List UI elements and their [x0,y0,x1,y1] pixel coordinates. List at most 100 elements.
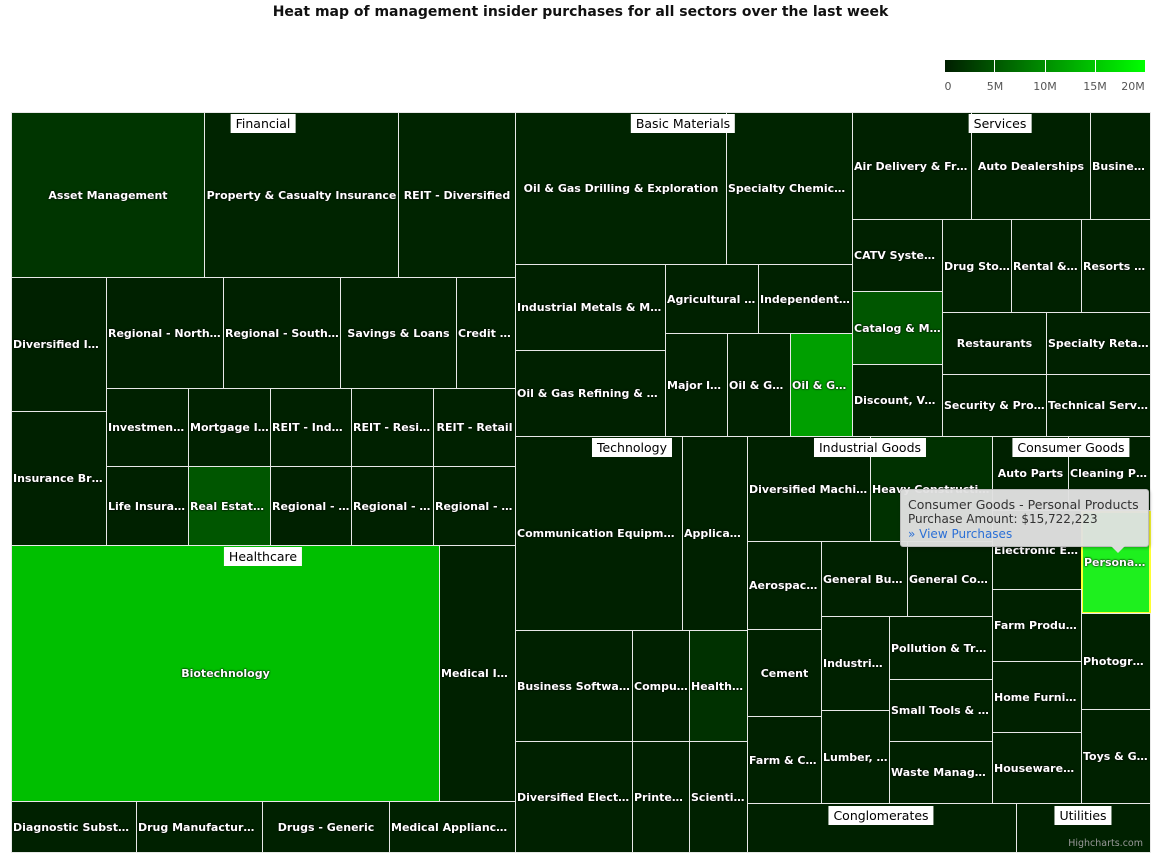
cell-label: Air Delivery & Frei... [854,159,971,173]
treemap-cell[interactable]: Drug Manufacturers... [136,801,263,853]
treemap-cell[interactable]: Mortgage In... [188,388,271,467]
treemap-cell[interactable]: Printed ... [632,741,690,853]
treemap-cell[interactable]: Oil & Gas Drilling & Exploration [515,112,727,265]
treemap-cell[interactable]: Savings & Loans [340,277,457,389]
highcharts-credit[interactable]: Highcharts.com [1068,838,1143,849]
cell-label: Oil & Ga... [792,378,852,392]
treemap-cell[interactable]: Comput... [632,630,690,742]
treemap-cell[interactable]: Industrial... [821,616,890,711]
treemap-cell[interactable]: Asset Management [11,112,205,278]
legend-segment [1045,60,1096,72]
treemap-cell[interactable]: Pollution & Trea... [889,616,993,680]
treemap-cell[interactable]: Catalog & Mai... [852,291,943,365]
treemap-cell[interactable]: Discount, Var... [852,364,943,437]
cell-label: REIT - Indu... [272,421,351,434]
treemap-cell[interactable]: Business Software... [515,630,633,742]
treemap-cell[interactable]: Oil & Gas Refining & Ma... [515,350,666,437]
treemap-cell[interactable]: Diversified Electro... [515,741,633,853]
treemap-cell[interactable]: Busines... [1090,112,1151,220]
treemap-cell[interactable]: Home Furnis... [992,661,1082,733]
cell-label: Printed ... [634,790,689,804]
legend-tick-label: 20M [1121,80,1145,93]
treemap-cell[interactable]: CATV Systems [852,219,943,292]
treemap-cell[interactable]: Life Insuran... [106,466,189,546]
treemap-cell[interactable]: Technical Servic... [1046,374,1151,437]
treemap-cell[interactable]: Communication Equipment [515,436,683,631]
sector-label: Utilities [1054,806,1112,825]
treemap-cell[interactable]: REIT - Diversified [398,112,516,278]
cell-label: Resorts &... [1083,259,1150,273]
treemap-cell[interactable]: Aerospace... [747,541,822,630]
treemap-cell[interactable]: Medical Appliances ... [389,801,516,853]
tooltip-title: Consumer Goods - Personal Products [908,497,1139,512]
treemap-cell[interactable]: Oil & Ga... [790,333,853,437]
cell-label: Independent ... [760,292,852,306]
cell-label: Industrial Metals & Mine... [517,301,665,314]
sector-label: Conglomerates [828,806,934,825]
treemap-cell[interactable]: Lumber, ... [821,710,890,804]
treemap-cell[interactable]: Cement [747,629,822,717]
treemap-cell[interactable]: Medical Ins... [439,545,516,802]
treemap-cell[interactable]: Air Delivery & Frei... [852,112,972,220]
treemap-cell[interactable]: Housewares ... [992,732,1082,804]
treemap-cell[interactable]: Toys & G... [1081,709,1151,804]
treemap-cell[interactable]: Credit S... [456,277,516,389]
treemap-cell[interactable]: Small Tools & A... [889,679,993,742]
treemap-cell[interactable]: Investment ... [106,388,189,467]
cell-label: Cement [760,666,809,680]
treemap-cell[interactable]: Regional - S... [433,466,516,546]
treemap-cell[interactable]: Industrial Metals & Mine... [515,264,666,351]
treemap-cell[interactable]: REIT - Indu... [270,388,352,467]
treemap-cell[interactable]: Biotechnology [11,545,440,802]
treemap-cell[interactable]: Waste Managem... [889,741,993,804]
cell-label: Waste Managem... [891,766,992,779]
sector-label: Industrial Goods [813,438,927,457]
treemap-cell[interactable]: Independent ... [758,264,853,334]
treemap-cell[interactable]: General Cont... [907,541,993,617]
cell-label: Comput... [634,679,689,693]
cell-label: Photogra... [1083,655,1150,668]
tooltip-amount: Purchase Amount: $15,722,223 [908,512,1098,526]
cell-label: Regional - Northe... [108,326,223,340]
view-purchases-link[interactable]: » View Purchases [908,527,1013,541]
treemap-cell[interactable]: Property & Casualty Insurance [204,112,399,278]
cell-label: Specialty Retail, ... [1048,337,1150,350]
treemap-cell[interactable]: Applicati... [682,436,748,631]
treemap-cell[interactable]: Diagnostic Substan... [11,801,137,853]
treemap-cell[interactable]: Regional - Southe... [223,277,341,389]
treemap-cell[interactable]: Resorts &... [1081,219,1151,313]
treemap-cell[interactable]: REIT - Retail [433,388,516,467]
treemap-cell[interactable]: Specialty Retail, ... [1046,312,1151,375]
treemap-cell[interactable]: Regional - Northe... [106,277,224,389]
treemap-cell[interactable]: Regional - ... [270,466,352,546]
treemap-cell[interactable]: Agricultural C... [665,264,759,334]
treemap-cell[interactable]: Major In... [665,333,728,437]
sector-label: Technology [591,438,673,457]
treemap-cell[interactable]: General Buil... [821,541,908,617]
treemap-cell[interactable]: Scientifi... [689,741,748,853]
treemap-cell[interactable]: Farm Products [992,589,1082,662]
treemap-cell[interactable]: Oil & Ga... [727,333,791,437]
cell-label: Small Tools & A... [891,704,992,717]
treemap-cell[interactable]: Restaurants [942,312,1047,375]
cell-label: Pollution & Trea... [891,641,992,655]
sector-label: Healthcare [223,547,303,566]
cell-label: Scientifi... [691,790,747,804]
treemap-cell[interactable]: Farm & Co... [747,716,822,804]
treemap-cell[interactable]: REIT - Resid... [351,388,434,467]
cell-label: Security & Prote... [944,399,1046,412]
treemap-cell[interactable]: Real Estate ... [188,466,271,546]
cell-label: Savings & Loans [347,326,450,340]
treemap-cell[interactable]: Photogra... [1081,613,1151,710]
treemap-cell[interactable]: Rental & L... [1011,219,1082,313]
treemap-cell[interactable]: Insurance Brok... [11,411,107,546]
treemap-cell[interactable]: Healthc... [689,630,748,742]
treemap-cell[interactable]: Security & Prote... [942,374,1047,437]
treemap-cell[interactable]: Regional - P... [351,466,434,546]
cell-label: Regional - S... [435,499,515,513]
treemap-cell[interactable]: Diversified Inv... [11,277,107,412]
treemap-cell[interactable]: Specialty Chemicals [726,112,853,265]
treemap-cell[interactable]: Drug Stor... [942,219,1012,313]
treemap-cell[interactable]: Drugs - Generic [262,801,390,853]
cell-label: Biotechnology [181,667,270,680]
